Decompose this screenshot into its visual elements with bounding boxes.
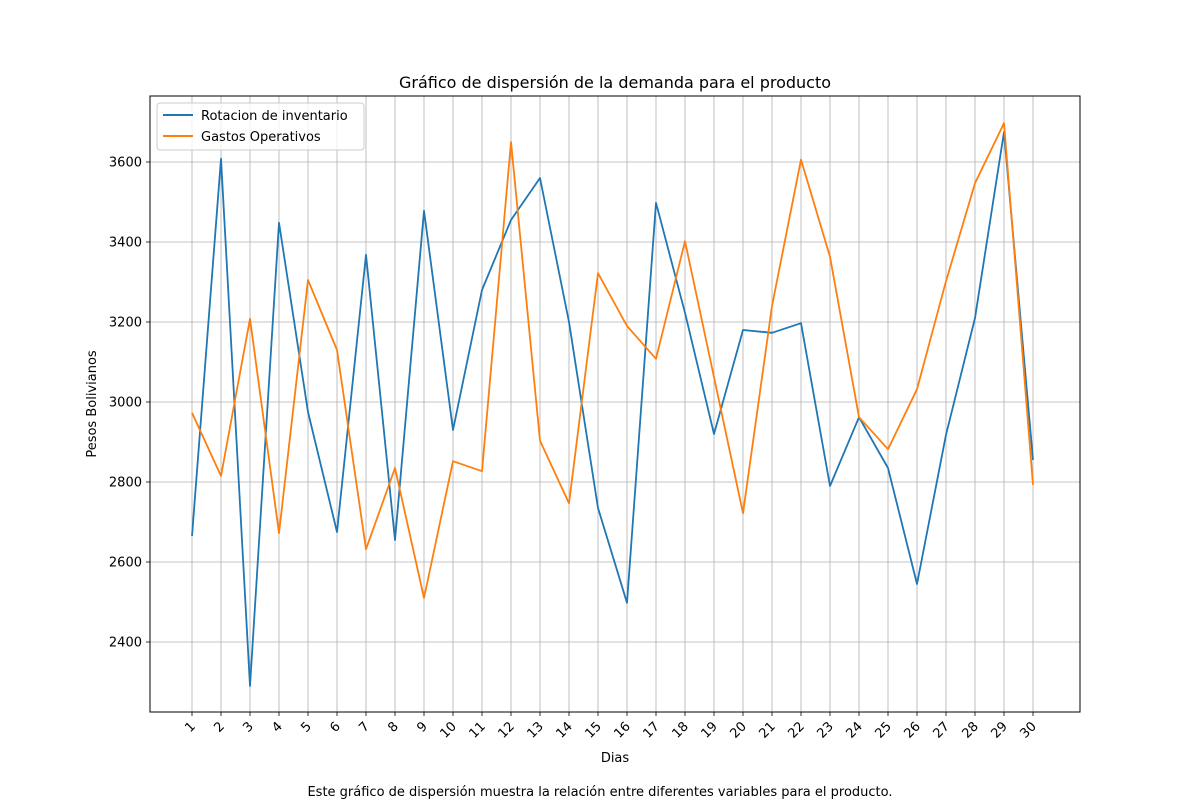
x-tick-label: 28 [960, 719, 982, 741]
x-tick-label: 22 [786, 719, 808, 741]
x-tick-label: 12 [496, 719, 518, 741]
x-tick-label: 2 [211, 719, 227, 735]
x-tick-label: 27 [931, 719, 953, 741]
x-tick-label: 24 [844, 719, 866, 741]
chart-caption: Este gráfico de dispersión muestra la re… [307, 785, 892, 800]
x-tick-label: 25 [873, 719, 895, 741]
x-tick-label: 6 [327, 719, 343, 735]
y-axis-label: Pesos Bolivianos [85, 350, 100, 458]
x-tick-label: 16 [612, 719, 634, 741]
x-tick-label: 20 [728, 719, 750, 741]
series-line-gastos [191, 122, 1034, 599]
x-axis-ticks: 1 2 3 4 5 6 7 8 9 10 11 12 13 14 15 16 17 18 19 20 21 22 23 24 2… [182, 712, 1040, 742]
x-tick-label: 5 [298, 719, 314, 735]
x-tick-label: 4 [269, 719, 285, 735]
x-tick-label: 1 [182, 719, 198, 735]
plot-area-frame [149, 95, 1081, 713]
x-tick-label: 15 [583, 719, 605, 741]
x-tick-label: 8 [385, 719, 401, 735]
y-tick-label: 3000 [109, 396, 142, 411]
x-tick-label: 14 [554, 719, 576, 741]
x-tick-label: 30 [1018, 719, 1040, 741]
grid-lines [150, 96, 1080, 712]
series-lines [191, 122, 1034, 687]
x-tick-label: 9 [414, 719, 430, 735]
x-tick-label: 19 [699, 719, 721, 741]
x-tick-label: 26 [902, 719, 924, 741]
series-line-rotacion [191, 131, 1034, 687]
x-tick-label: 29 [989, 719, 1011, 741]
chart-title: Gráfico de dispersión de la demanda para… [399, 73, 831, 92]
y-tick-label: 2800 [109, 476, 142, 491]
y-tick-label: 2600 [109, 556, 142, 571]
y-tick-label: 3400 [109, 236, 142, 251]
x-tick-label: 21 [757, 719, 779, 741]
y-axis-ticks: 2400 2600 2800 3000 3200 3400 3600 [109, 156, 150, 651]
legend-label-gastos: Gastos Operativos [201, 130, 321, 145]
x-tick-label: 18 [670, 719, 692, 741]
x-tick-label: 23 [815, 719, 837, 741]
legend: Rotacion de inventario Gastos Operativos [156, 102, 365, 151]
x-tick-label: 10 [438, 719, 460, 741]
legend-label-rotacion: Rotacion de inventario [201, 109, 348, 124]
x-axis-label: Dias [601, 751, 630, 766]
y-tick-label: 3600 [109, 156, 142, 171]
legend-box [156, 102, 365, 151]
x-tick-label: 13 [525, 719, 547, 741]
y-tick-label: 3200 [109, 316, 142, 331]
x-tick-label: 3 [240, 719, 256, 735]
x-tick-label: 17 [641, 719, 663, 741]
x-tick-label: 7 [356, 719, 372, 735]
x-tick-label: 11 [467, 719, 489, 741]
y-tick-label: 2400 [109, 636, 142, 651]
